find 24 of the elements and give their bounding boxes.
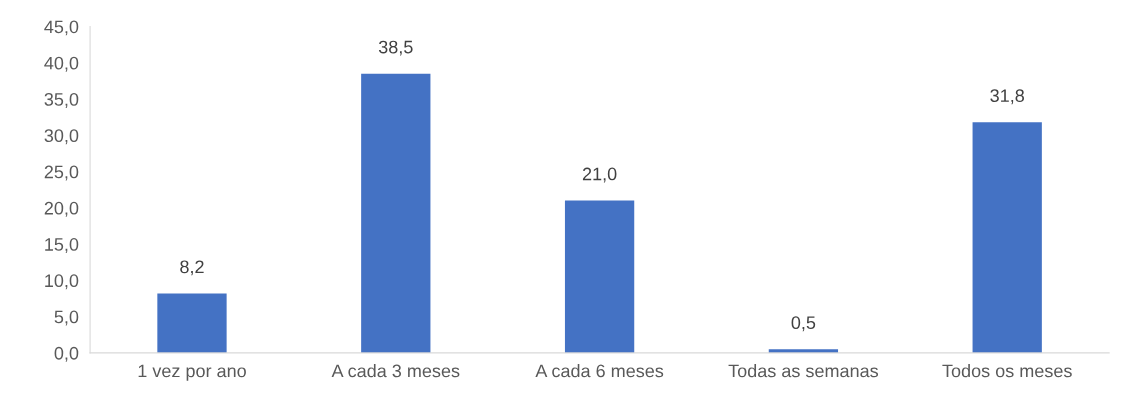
data-label: 31,8: [990, 89, 1024, 105]
y-tick-label: 30,0: [44, 129, 79, 145]
y-tick-label: 15,0: [45, 238, 79, 253]
x-tick-label: 1 vez por ano: [138, 364, 246, 381]
data-label: 21,0: [582, 167, 617, 183]
data-label: 8,2: [180, 260, 204, 276]
y-tick-label: 45,0: [44, 20, 79, 36]
x-tick-label: A cada 6 meses: [535, 364, 664, 378]
y-tick-label: 10,0: [45, 274, 79, 290]
y-tick-label: 5,0: [54, 310, 79, 326]
data-label: 38,5: [378, 40, 413, 56]
x-tick-label: Todas as semanas: [728, 364, 879, 378]
bar: [972, 122, 1042, 353]
y-tick-label: 40,0: [44, 56, 79, 72]
y-tick-label: 20,0: [44, 201, 79, 217]
x-tick-label: A cada 3 meses: [331, 364, 460, 378]
bar: [157, 293, 227, 353]
y-tick-label: 0,0: [54, 346, 79, 362]
y-tick-label: 35,0: [44, 92, 79, 108]
bar: [564, 200, 635, 353]
data-label: 0,5: [791, 316, 816, 332]
y-tick-label: 25,0: [44, 165, 79, 181]
bar: [361, 73, 431, 353]
x-tick-label: Todos os meses: [942, 364, 1072, 378]
